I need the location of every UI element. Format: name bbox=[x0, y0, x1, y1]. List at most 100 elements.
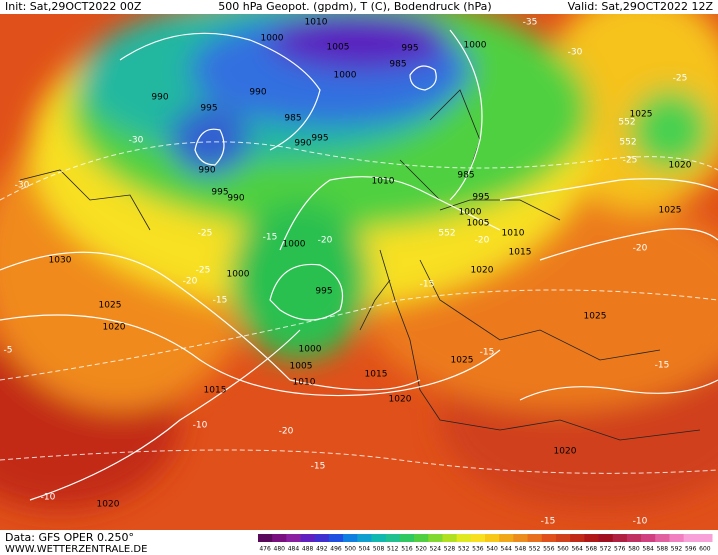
colorbar-label: 524 bbox=[430, 546, 442, 553]
temperature-label: -20 bbox=[183, 277, 198, 287]
pressure-label: 1025 bbox=[584, 312, 607, 322]
colorbar-label: 584 bbox=[642, 546, 654, 553]
colorbar-label: 512 bbox=[387, 546, 399, 553]
pressure-label: 1010 bbox=[293, 378, 316, 388]
temperature-label: -20 bbox=[318, 236, 333, 246]
init-time: Init: Sat,29OCT2022 00Z bbox=[5, 0, 142, 13]
colorbar-label: 588 bbox=[657, 546, 669, 553]
pressure-label: 985 bbox=[457, 171, 474, 181]
colorbar-swatch bbox=[655, 534, 670, 542]
temperature-label: -25 bbox=[198, 229, 213, 239]
colorbar-swatch bbox=[456, 534, 472, 542]
pressure-label: 1025 bbox=[630, 110, 653, 120]
pressure-label: 995 bbox=[472, 193, 489, 203]
colorbar-label: 540 bbox=[486, 546, 498, 553]
pressure-label: 1000 bbox=[464, 41, 487, 51]
pressure-label: 995 bbox=[211, 188, 228, 198]
valid-time: Valid: Sat,29OCT2022 12Z bbox=[568, 0, 714, 13]
pressure-label: 1020 bbox=[97, 500, 120, 510]
colorbar-swatch bbox=[697, 534, 713, 542]
site: WWW.WETTERZENTRALE.DE bbox=[5, 544, 147, 555]
colorbar-swatch bbox=[641, 534, 656, 542]
colorbar-swatch bbox=[399, 534, 415, 542]
temperature-label: 552 bbox=[618, 118, 635, 128]
colorbar-swatch bbox=[527, 534, 543, 542]
pressure-label: 1010 bbox=[305, 18, 328, 28]
colorbar-label: 528 bbox=[444, 546, 456, 553]
map-field bbox=[0, 0, 718, 530]
pressure-label: 995 bbox=[311, 134, 328, 144]
colorbar-swatch bbox=[343, 534, 358, 542]
colorbar-swatch bbox=[626, 534, 642, 542]
temperature-label: -20 bbox=[279, 427, 294, 437]
temperature-label: -35 bbox=[523, 18, 538, 28]
pressure-label: 1005 bbox=[327, 43, 350, 53]
temperature-label: -25 bbox=[196, 266, 211, 276]
colorbar-swatch bbox=[286, 534, 302, 542]
pressure-label: 990 bbox=[227, 194, 244, 204]
colorbar-swatch bbox=[485, 534, 500, 542]
colorbar-swatch bbox=[442, 534, 458, 542]
pressure-label: 990 bbox=[249, 88, 266, 98]
pressure-label: 1015 bbox=[365, 370, 388, 380]
pressure-label: 1015 bbox=[509, 248, 532, 258]
colorbar-swatch bbox=[598, 534, 614, 542]
colorbar-swatch bbox=[258, 534, 273, 542]
colorbar-label: 480 bbox=[274, 546, 286, 553]
pressure-label: 995 bbox=[401, 44, 418, 54]
temperature-label: -15 bbox=[541, 517, 556, 527]
pressure-label: 985 bbox=[284, 114, 301, 124]
temperature-label: -30 bbox=[129, 136, 144, 146]
pressure-label: 1025 bbox=[99, 301, 122, 311]
map-title: 500 hPa Geopot. (gpdm), T (C), Bodendruc… bbox=[218, 0, 491, 13]
pressure-label: 985 bbox=[389, 60, 406, 70]
colorbar-swatch bbox=[669, 534, 685, 542]
temperature-label: -20 bbox=[633, 244, 648, 254]
colorbar: 476 480 484 488 492 496 500 504 508 512 516 520 524 5… bbox=[258, 534, 713, 553]
colorbar-swatch bbox=[371, 534, 387, 542]
pressure-label: 1000 bbox=[227, 270, 250, 280]
colorbar-label: 508 bbox=[373, 546, 385, 553]
colorbar-swatch bbox=[428, 534, 443, 542]
pressure-label: 1010 bbox=[372, 177, 395, 187]
pressure-label: 990 bbox=[151, 93, 168, 103]
colorbar-label: 596 bbox=[685, 546, 697, 553]
pressure-label: 1020 bbox=[471, 266, 494, 276]
colorbar-label: 556 bbox=[543, 546, 555, 553]
pressure-label: 1000 bbox=[283, 240, 306, 250]
colorbar-label: 536 bbox=[472, 546, 484, 553]
temperature-label: -15 bbox=[263, 233, 278, 243]
temperature-label: -10 bbox=[193, 421, 208, 431]
colorbar-swatch bbox=[357, 534, 372, 542]
colorbar-label: 544 bbox=[501, 546, 513, 553]
temperature-label: -25 bbox=[623, 156, 638, 166]
pressure-label: 1000 bbox=[261, 34, 284, 44]
pressure-label: 1020 bbox=[389, 395, 412, 405]
pressure-label: 995 bbox=[315, 287, 332, 297]
colorbar-swatch bbox=[272, 534, 287, 542]
temperature-label: -20 bbox=[475, 236, 490, 246]
pressure-label: 1020 bbox=[554, 447, 577, 457]
data-source: Data: GFS OPER 0.250° bbox=[5, 531, 134, 544]
pressure-label: 1020 bbox=[669, 161, 692, 171]
colorbar-label: 504 bbox=[359, 546, 371, 553]
colorbar-swatch bbox=[555, 534, 571, 542]
colorbar-label: 552 bbox=[529, 546, 541, 553]
colorbar-swatch bbox=[470, 534, 486, 542]
temperature-label: -15 bbox=[420, 280, 435, 290]
colorbar-swatch bbox=[385, 534, 401, 542]
pressure-label: 1000 bbox=[299, 345, 322, 355]
colorbar-label: 572 bbox=[600, 546, 612, 553]
temperature-label: -25 bbox=[673, 74, 688, 84]
temperature-label: -5 bbox=[4, 346, 13, 356]
temperature-label: 552 bbox=[619, 138, 636, 148]
colorbar-swatch bbox=[683, 534, 699, 542]
pressure-label: 1015 bbox=[204, 386, 227, 396]
colorbar-label: 532 bbox=[458, 546, 470, 553]
temperature-label: -10 bbox=[41, 493, 56, 503]
pressure-label: 1025 bbox=[451, 356, 474, 366]
colorbar-swatch bbox=[499, 534, 514, 542]
coastlines bbox=[19, 89, 701, 441]
